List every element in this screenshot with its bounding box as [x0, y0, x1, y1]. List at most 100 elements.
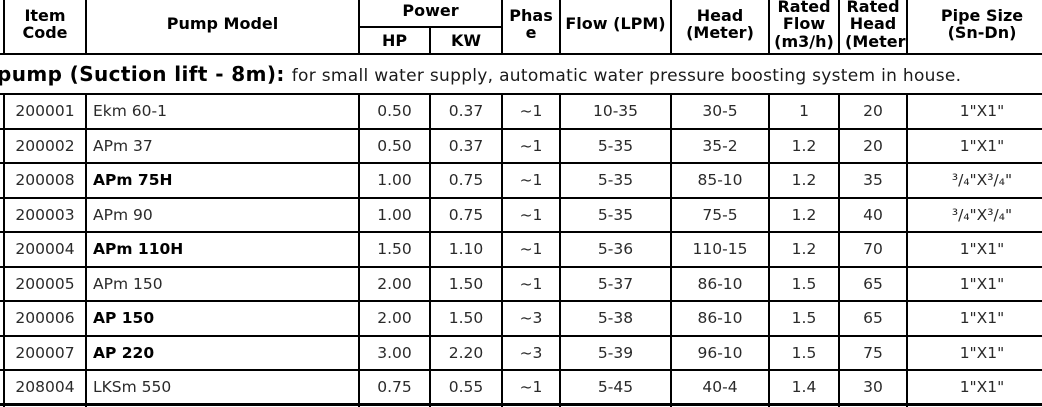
cell-item-code: 200001 — [3, 93, 87, 130]
item-code-line2: Code — [22, 23, 68, 42]
cell-kw: 2.20 — [429, 334, 503, 371]
cell-rated-flow: 1.4 — [768, 369, 840, 406]
cell-pump-model: APm 37 — [85, 127, 360, 164]
cell-flow: 10-35 — [559, 93, 672, 130]
cell-rated-head: 35 — [838, 162, 908, 199]
ghost-cell — [501, 403, 561, 407]
col-header-phase: Phas e — [501, 0, 561, 55]
cell-head: 86-10 — [670, 300, 770, 337]
col-header-kw: KW — [429, 26, 503, 55]
cell-kw: 1.50 — [429, 265, 503, 302]
cell-hp: 1.50 — [358, 231, 431, 268]
cell-phase: ~1 — [501, 196, 561, 233]
cell-rated-head: 65 — [838, 265, 908, 302]
cell-rated-flow: 1 — [768, 93, 840, 130]
cell-rated-head: 70 — [838, 231, 908, 268]
cell-head: 110-15 — [670, 231, 770, 268]
head-line1: Head — [696, 5, 744, 25]
cell-head: 96-10 — [670, 334, 770, 371]
cell-hp: 1.00 — [358, 162, 431, 199]
cell-pipe-size: 1"X1" — [906, 93, 1042, 130]
cell-pipe-size: 1"X1" — [906, 369, 1042, 406]
cell-kw: 0.55 — [429, 369, 503, 406]
cell-rated-flow: 1.5 — [768, 265, 840, 302]
col-header-rated-flow: Rated Flow (m3/h) — [768, 0, 840, 55]
item-code-line1: Item — [24, 5, 66, 25]
cell-rated-head: 65 — [838, 300, 908, 337]
section-title: pump (Suction lift - 8m): — [0, 62, 285, 86]
cell-hp: 3.00 — [358, 334, 431, 371]
cell-rated-head: 40 — [838, 196, 908, 233]
cell-item-code: 200007 — [3, 334, 87, 371]
cell-pipe-size: ³/₄"X³/₄" — [906, 162, 1042, 199]
ghost-cell — [670, 403, 770, 407]
cell-phase: ~1 — [501, 231, 561, 268]
row-lead-spacer — [0, 231, 5, 268]
cell-pump-model: APm 75H — [85, 162, 360, 199]
cell-phase: ~1 — [501, 369, 561, 406]
cell-rated-flow: 1.2 — [768, 127, 840, 164]
col-header-flow: Flow (LPM) — [559, 0, 672, 55]
cell-phase: ~1 — [501, 127, 561, 164]
section-header-row: pump (Suction lift - 8m): for small water… — [0, 53, 1042, 95]
cell-phase: ~3 — [501, 300, 561, 337]
cell-item-code: 208004 — [3, 369, 87, 406]
ghost-cell — [85, 403, 360, 407]
cell-pump-model: APm 90 — [85, 196, 360, 233]
table-row: 200001 Ekm 60-1 0.50 0.37 ~1 10-35 30-5 … — [0, 93, 1042, 130]
table-row: 200008 APm 75H 1.00 0.75 ~1 5-35 85-10 1… — [0, 162, 1042, 199]
cell-rated-head: 75 — [838, 334, 908, 371]
cell-kw: 0.37 — [429, 127, 503, 164]
cell-flow: 5-35 — [559, 162, 672, 199]
cell-kw: 0.75 — [429, 196, 503, 233]
col-header-power: Power — [358, 0, 503, 28]
cell-head: 30-5 — [670, 93, 770, 130]
cell-rated-head: 20 — [838, 93, 908, 130]
cell-phase: ~1 — [501, 93, 561, 130]
table-row: 200006 AP 150 2.00 1.50 ~3 5-38 86-10 1.… — [0, 300, 1042, 337]
cell-kw: 0.37 — [429, 93, 503, 130]
cell-item-code: 200005 — [3, 265, 87, 302]
cell-rated-flow: 1.2 — [768, 231, 840, 268]
cell-head: 86-10 — [670, 265, 770, 302]
cell-item-code: 200006 — [3, 300, 87, 337]
cell-phase: ~1 — [501, 265, 561, 302]
cell-kw: 0.75 — [429, 162, 503, 199]
cell-hp: 0.50 — [358, 93, 431, 130]
row-lead-spacer — [0, 127, 5, 164]
cell-hp: 2.00 — [358, 265, 431, 302]
header-row-1: Item Code Pump Model Power Phas e Flow (… — [0, 0, 1042, 55]
row-lead-spacer — [0, 369, 5, 406]
head-line2: (Meter) — [686, 23, 754, 42]
table-row: 200004 APm 110H 1.50 1.10 ~1 5-36 110-15… — [0, 231, 1042, 268]
row-lead-spacer — [0, 162, 5, 199]
cell-pump-model: APm 150 — [85, 265, 360, 302]
cell-rated-flow: 1.2 — [768, 162, 840, 199]
pipe-size-line2: (Sn-Dn) — [947, 23, 1017, 42]
col-header-rated-head: Rated Head (Meter) — [838, 0, 908, 55]
cell-flow: 5-35 — [559, 196, 672, 233]
cell-item-code: 200002 — [3, 127, 87, 164]
cell-kw: 1.50 — [429, 300, 503, 337]
cell-pump-model: APm 110H — [85, 231, 360, 268]
cell-hp: 0.50 — [358, 127, 431, 164]
cell-pump-model: AP 220 — [85, 334, 360, 371]
cell-rated-flow: 1.5 — [768, 300, 840, 337]
cell-flow: 5-38 — [559, 300, 672, 337]
cell-pipe-size: 1"X1" — [906, 127, 1042, 164]
header-lead-spacer — [0, 0, 5, 55]
table-row: 200003 APm 90 1.00 0.75 ~1 5-35 75-5 1.2… — [0, 196, 1042, 233]
col-header-item-code: Item Code — [3, 0, 87, 55]
pipe-size-line1: Pipe Size — [940, 5, 1024, 25]
cell-head: 85-10 — [670, 162, 770, 199]
cell-kw: 1.10 — [429, 231, 503, 268]
ghost-cell — [0, 403, 5, 407]
ghost-cell — [358, 403, 431, 407]
cell-pump-model: LKSm 550 — [85, 369, 360, 406]
cell-rated-flow: 1.2 — [768, 196, 840, 233]
cell-rated-head: 30 — [838, 369, 908, 406]
table-row: 200005 APm 150 2.00 1.50 ~1 5-37 86-10 1… — [0, 265, 1042, 302]
cell-pipe-size: 1"X1" — [906, 300, 1042, 337]
cell-pipe-size: 1"X1" — [906, 265, 1042, 302]
